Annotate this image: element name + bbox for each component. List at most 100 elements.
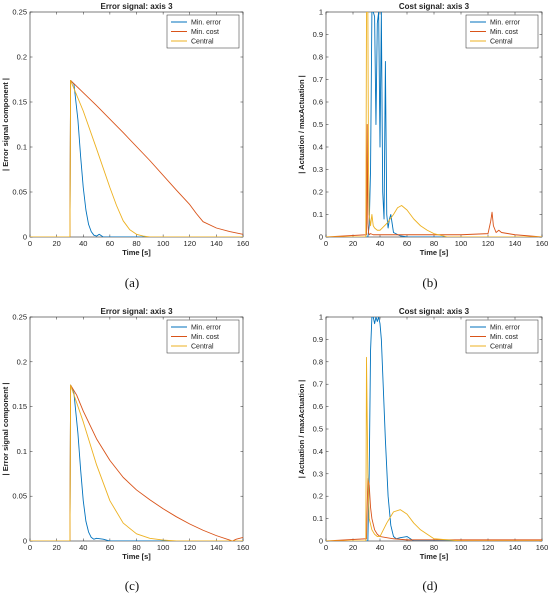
x-tick-label: 100	[157, 239, 170, 248]
y-tick-label: 0	[319, 233, 323, 242]
x-tick-label: 140	[210, 543, 223, 552]
x-tick-label: 120	[183, 239, 196, 248]
y-tick-label: 0.8	[313, 53, 323, 62]
x-tick-label: 80	[430, 239, 438, 248]
chart-panel-1: 0 20 40 60 80 100 120 140 160 0 0.05 0.1 0.15 0.2 0.25…	[1, 2, 249, 290]
x-tick-label: 80	[132, 239, 140, 248]
x-tick-label: 20	[349, 239, 357, 248]
x-tick-label: 40	[79, 543, 87, 552]
legend-label-2: Min. cost	[191, 29, 219, 36]
y-tick-label: 0.15	[12, 402, 27, 411]
legend-label-2: Min. cost	[490, 334, 518, 341]
legend-label-1: Min. error	[490, 325, 521, 332]
y-tick-label: 0.25	[12, 8, 27, 17]
x-tick-label: 0	[324, 239, 328, 248]
x-tick-label: 80	[132, 543, 140, 552]
plot-frame	[29, 11, 244, 238]
chart-title: Error signal: axis 3	[100, 2, 173, 11]
series-line-2	[326, 124, 542, 237]
panel-caption: (b)	[422, 275, 437, 290]
x-tick-label: 160	[536, 239, 549, 248]
series-line-3	[30, 79, 243, 237]
y-tick-label: 0.3	[313, 469, 323, 478]
y-tick-label: 0.9	[313, 335, 323, 344]
chart-title: Error signal: axis 3	[100, 307, 173, 316]
chart-title: Cost signal: axis 3	[399, 307, 470, 316]
y-tick-label: 0.1	[313, 210, 323, 219]
y-tick-label: 0.4	[313, 143, 323, 152]
y-tick-label: 0.25	[12, 313, 27, 322]
chart-panel-2: 0 20 40 60 80 100 120 140 160 0 0.1 0.2 0.3 0.4 0.5 0.6…	[297, 2, 548, 290]
x-tick-label: 60	[403, 543, 411, 552]
x-tick-label: 140	[509, 543, 522, 552]
series-line-1	[326, 317, 542, 541]
legend-label-1: Min. error	[191, 325, 222, 332]
x-tick-label: 20	[52, 239, 60, 248]
y-tick-label: 0	[23, 233, 27, 242]
series-line-1	[326, 12, 542, 237]
y-tick-label: 0.3	[313, 165, 323, 174]
panel-caption: (c)	[125, 578, 139, 593]
x-axis-label: Time [s]	[420, 552, 449, 561]
chart-panel-4: 0 20 40 60 80 100 120 140 160 0 0.1 0.2 0.3 0.4 0.5 0.6…	[297, 307, 548, 593]
legend-label-1: Min. error	[490, 20, 521, 27]
legend-label-2: Min. cost	[191, 334, 219, 341]
plot-frame	[325, 11, 543, 238]
x-tick-label: 160	[237, 239, 250, 248]
chart-panel-3: 0 20 40 60 80 100 120 140 160 0 0.05 0.1 0.15 0.2 0.25…	[1, 307, 249, 593]
y-tick-label: 0.4	[313, 447, 323, 456]
x-tick-label: 140	[210, 239, 223, 248]
x-tick-label: 80	[430, 543, 438, 552]
x-tick-label: 160	[536, 543, 549, 552]
x-tick-label: 120	[482, 239, 495, 248]
x-tick-label: 0	[324, 543, 328, 552]
y-tick-label: 0.1	[17, 447, 27, 456]
legend-label-3: Central	[191, 39, 214, 46]
y-tick-label: 0.9	[313, 30, 323, 39]
x-axis-label: Time [s]	[420, 248, 449, 257]
x-tick-label: 40	[376, 543, 384, 552]
y-tick-label: 0.05	[12, 492, 27, 501]
legend-label-3: Central	[490, 39, 513, 46]
y-tick-label: 0.05	[12, 188, 27, 197]
y-tick-label: 0.5	[313, 120, 323, 129]
legend-label-3: Central	[490, 344, 513, 351]
legend-label-1: Min. error	[191, 20, 222, 27]
legend-label-2: Min. cost	[490, 29, 518, 36]
y-axis-label: | Actuation / maxActuation |	[297, 380, 306, 479]
chart-title: Cost signal: axis 3	[399, 2, 470, 11]
y-axis-label: | Actuation / maxActuation |	[297, 75, 306, 174]
series-line-3	[326, 356, 542, 541]
x-tick-label: 60	[106, 239, 114, 248]
x-axis-label: Time [s]	[122, 552, 151, 561]
y-tick-label: 1	[319, 313, 323, 322]
panel-caption: (d)	[422, 578, 437, 593]
panel-caption: (a)	[125, 275, 139, 290]
y-tick-label: 0.6	[313, 98, 323, 107]
y-tick-label: 0.1	[313, 514, 323, 523]
y-tick-label: 0	[23, 537, 27, 546]
y-tick-label: 0.2	[313, 188, 323, 197]
plot-frame	[325, 316, 543, 542]
y-tick-label: 1	[319, 8, 323, 17]
x-tick-label: 100	[455, 543, 468, 552]
series-line-2	[30, 384, 243, 541]
x-tick-label: 60	[403, 239, 411, 248]
x-tick-label: 120	[482, 543, 495, 552]
x-tick-label: 0	[28, 239, 32, 248]
series-line-3	[30, 384, 243, 541]
y-tick-label: 0.5	[313, 425, 323, 434]
x-tick-label: 40	[79, 239, 87, 248]
y-tick-label: 0.7	[313, 380, 323, 389]
x-tick-label: 160	[237, 543, 250, 552]
y-tick-label: 0	[319, 537, 323, 546]
x-tick-label: 100	[455, 239, 468, 248]
y-tick-label: 0.2	[313, 492, 323, 501]
series-line-3	[326, 12, 542, 237]
x-tick-label: 120	[183, 543, 196, 552]
x-tick-label: 0	[28, 543, 32, 552]
y-tick-label: 0.8	[313, 357, 323, 366]
x-axis-label: Time [s]	[122, 248, 151, 257]
y-tick-label: 0.1	[17, 143, 27, 152]
y-tick-label: 0.6	[313, 402, 323, 411]
